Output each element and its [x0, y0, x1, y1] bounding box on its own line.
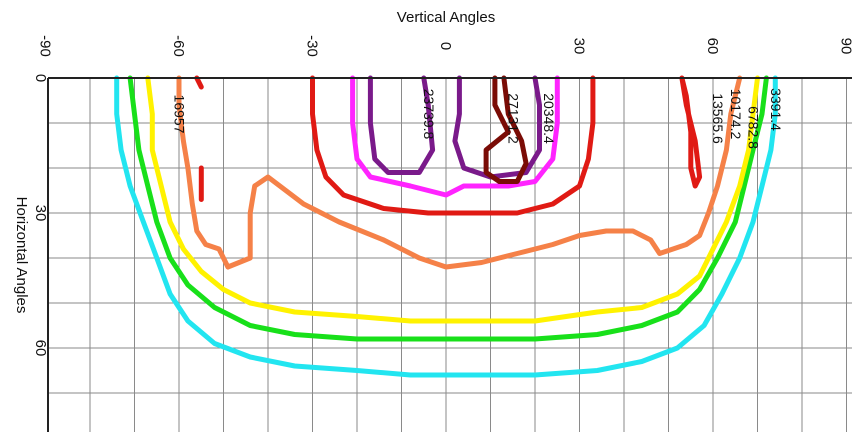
y-tick-labels: 0 30 60	[32, 74, 49, 357]
y-axis-title: Horizontal Angles	[13, 197, 30, 314]
x-tick-labels: -90 -60 -30 0 30 60 90	[37, 35, 852, 57]
x-axis-title: Vertical Angles	[397, 9, 495, 26]
contour-line	[145, 75, 760, 324]
x-tick-label: -60	[170, 35, 187, 57]
contour-level-label: 10174.2	[728, 89, 744, 140]
contour-line	[367, 75, 436, 175]
contour-line	[350, 75, 560, 198]
contour-lines	[114, 75, 778, 378]
contour-level-label: 20348.4	[541, 93, 557, 144]
contour-line	[483, 75, 529, 184]
y-tick-label: 0	[32, 74, 49, 82]
contour-line	[114, 75, 778, 378]
contour-level-label: 3391.4	[768, 88, 784, 131]
contour-line	[194, 75, 204, 90]
contour-line	[310, 75, 596, 216]
x-tick-label: 0	[437, 42, 454, 50]
x-tick-label: 30	[571, 38, 588, 55]
x-tick-label: 60	[704, 38, 721, 55]
axes-frame	[47, 77, 852, 432]
contour-level-label: 6782.8	[746, 106, 762, 149]
y-tick-label: 30	[32, 205, 49, 222]
y-tick-label: 60	[32, 340, 49, 357]
contour-line	[679, 75, 703, 189]
contour-level-label: 23739.8	[421, 89, 437, 140]
contour-line	[127, 75, 769, 342]
contour-level-label: 16957	[172, 95, 188, 134]
contour-level-label: 13565.6	[710, 93, 726, 144]
contour-line	[176, 75, 743, 270]
x-tick-label: 90	[838, 38, 852, 55]
x-tick-label: -90	[37, 35, 54, 57]
x-tick-label: -30	[304, 35, 321, 57]
contour-level-label: 27131.2	[505, 93, 521, 144]
contour-labels: 16957 23739.8 27131.2 20348.4 13565.6 10174.2…	[172, 88, 784, 149]
